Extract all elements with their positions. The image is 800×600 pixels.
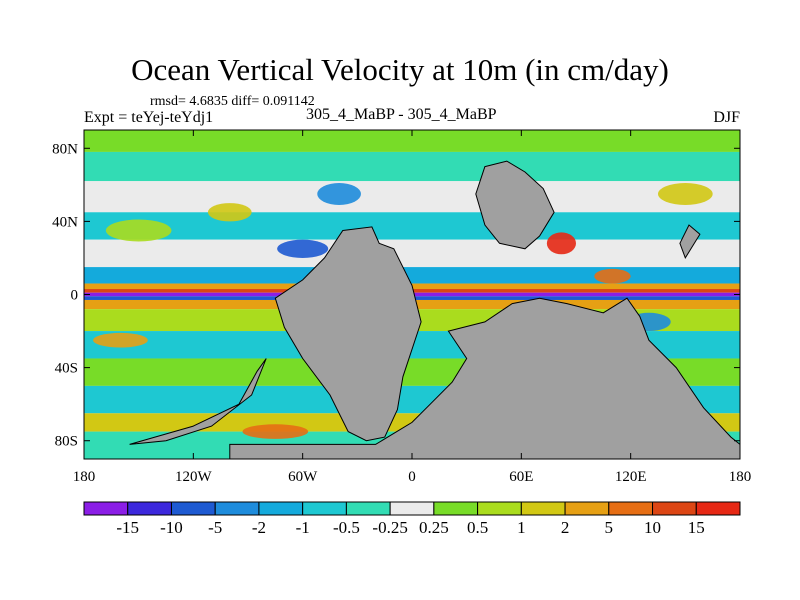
ocean-band-4 (84, 239, 740, 268)
ocean-band-2 (84, 181, 740, 213)
x-tick-label: 120W (175, 469, 213, 485)
y-tick-label: 40S (55, 361, 78, 377)
ocean-band-0 (84, 130, 740, 152)
colorbar-label: -2 (252, 518, 266, 537)
ocean-band-1 (84, 151, 740, 182)
colorbar-label: 1 (517, 518, 526, 537)
x-tick-label: 180 (73, 469, 96, 485)
colorbar-box (652, 501, 697, 516)
land-mass-4 (679, 224, 701, 260)
colorbar-box (520, 501, 566, 516)
land-mass-1 (475, 160, 555, 250)
x-tick-label: 60W (288, 469, 318, 485)
x-tick-label: 0 (408, 469, 416, 485)
chart-title: Ocean Vertical Velocity at 10m (in cm/da… (131, 52, 669, 87)
colorbar-label: -15 (116, 518, 139, 537)
map-axes: 80N 40N 0 40S 80S 180 120W 60W 0 60E 120E 180 (52, 130, 751, 485)
map-field (84, 130, 740, 459)
field-patch-9 (658, 183, 713, 205)
season-label: DJF (713, 109, 740, 126)
field-patch-4 (594, 268, 631, 284)
field-patch-8 (317, 183, 361, 205)
colorbar-label: 15 (688, 518, 705, 537)
x-tick-label: 60E (509, 469, 533, 485)
colorbar-label: 5 (605, 518, 614, 537)
colorbar-box (389, 501, 435, 516)
colorbar-box (170, 501, 216, 516)
x-tick-label: 120E (615, 469, 647, 485)
colorbar-box (258, 501, 304, 516)
colorbar-label: 10 (644, 518, 661, 537)
land-mass-0 (274, 226, 422, 442)
colorbar-box (608, 501, 654, 516)
colorbar-label: -5 (208, 518, 222, 537)
colorbar-box (433, 501, 479, 516)
colorbar-box (345, 501, 391, 516)
colorbar-label: -0.5 (333, 518, 360, 537)
ocean-band-3 (84, 212, 740, 240)
colorbar-label: 2 (561, 518, 570, 537)
experiment-label: Expt = teYej-teYdj1 (84, 109, 214, 126)
colorbar-label: 0.25 (419, 518, 449, 537)
colorbar-box (127, 501, 172, 516)
field-patch-10 (546, 232, 577, 255)
field-patch-0 (105, 219, 172, 242)
y-tick-label: 80N (52, 141, 78, 157)
y-tick-label: 0 (71, 288, 79, 304)
colorbar-box (695, 501, 741, 516)
colorbar-label: -10 (160, 518, 183, 537)
colorbar-label: 0.5 (467, 518, 488, 537)
stats-label: rmsd= 4.6835 diff= 0.091142 (150, 94, 315, 109)
colorbar-label: -1 (296, 518, 310, 537)
colorbar-label: -0.25 (372, 518, 407, 537)
colorbar-box (477, 501, 522, 516)
land-mass-2 (229, 297, 740, 459)
y-tick-label: 80S (55, 434, 78, 450)
x-tick-label: 180 (729, 469, 752, 485)
comparison-label: 305_4_MaBP - 305_4_MaBP (306, 106, 497, 123)
field-patch-3 (277, 239, 329, 258)
land-mass-3 (129, 358, 267, 445)
field-patch-1 (207, 203, 252, 222)
y-tick-label: 40N (52, 214, 78, 230)
field-patch-2 (93, 332, 148, 348)
ocean-band-5 (84, 267, 740, 284)
colorbar-box (214, 501, 260, 516)
colorbar-box (564, 501, 610, 516)
colorbar: -15 -10 -5 -2 -1 -0.5 -0.25 0.25 0.5 1 2 5 10 15 (83, 501, 741, 537)
field-patch-11 (242, 424, 309, 439)
colorbar-box (83, 501, 129, 516)
colorbar-box (302, 501, 347, 516)
